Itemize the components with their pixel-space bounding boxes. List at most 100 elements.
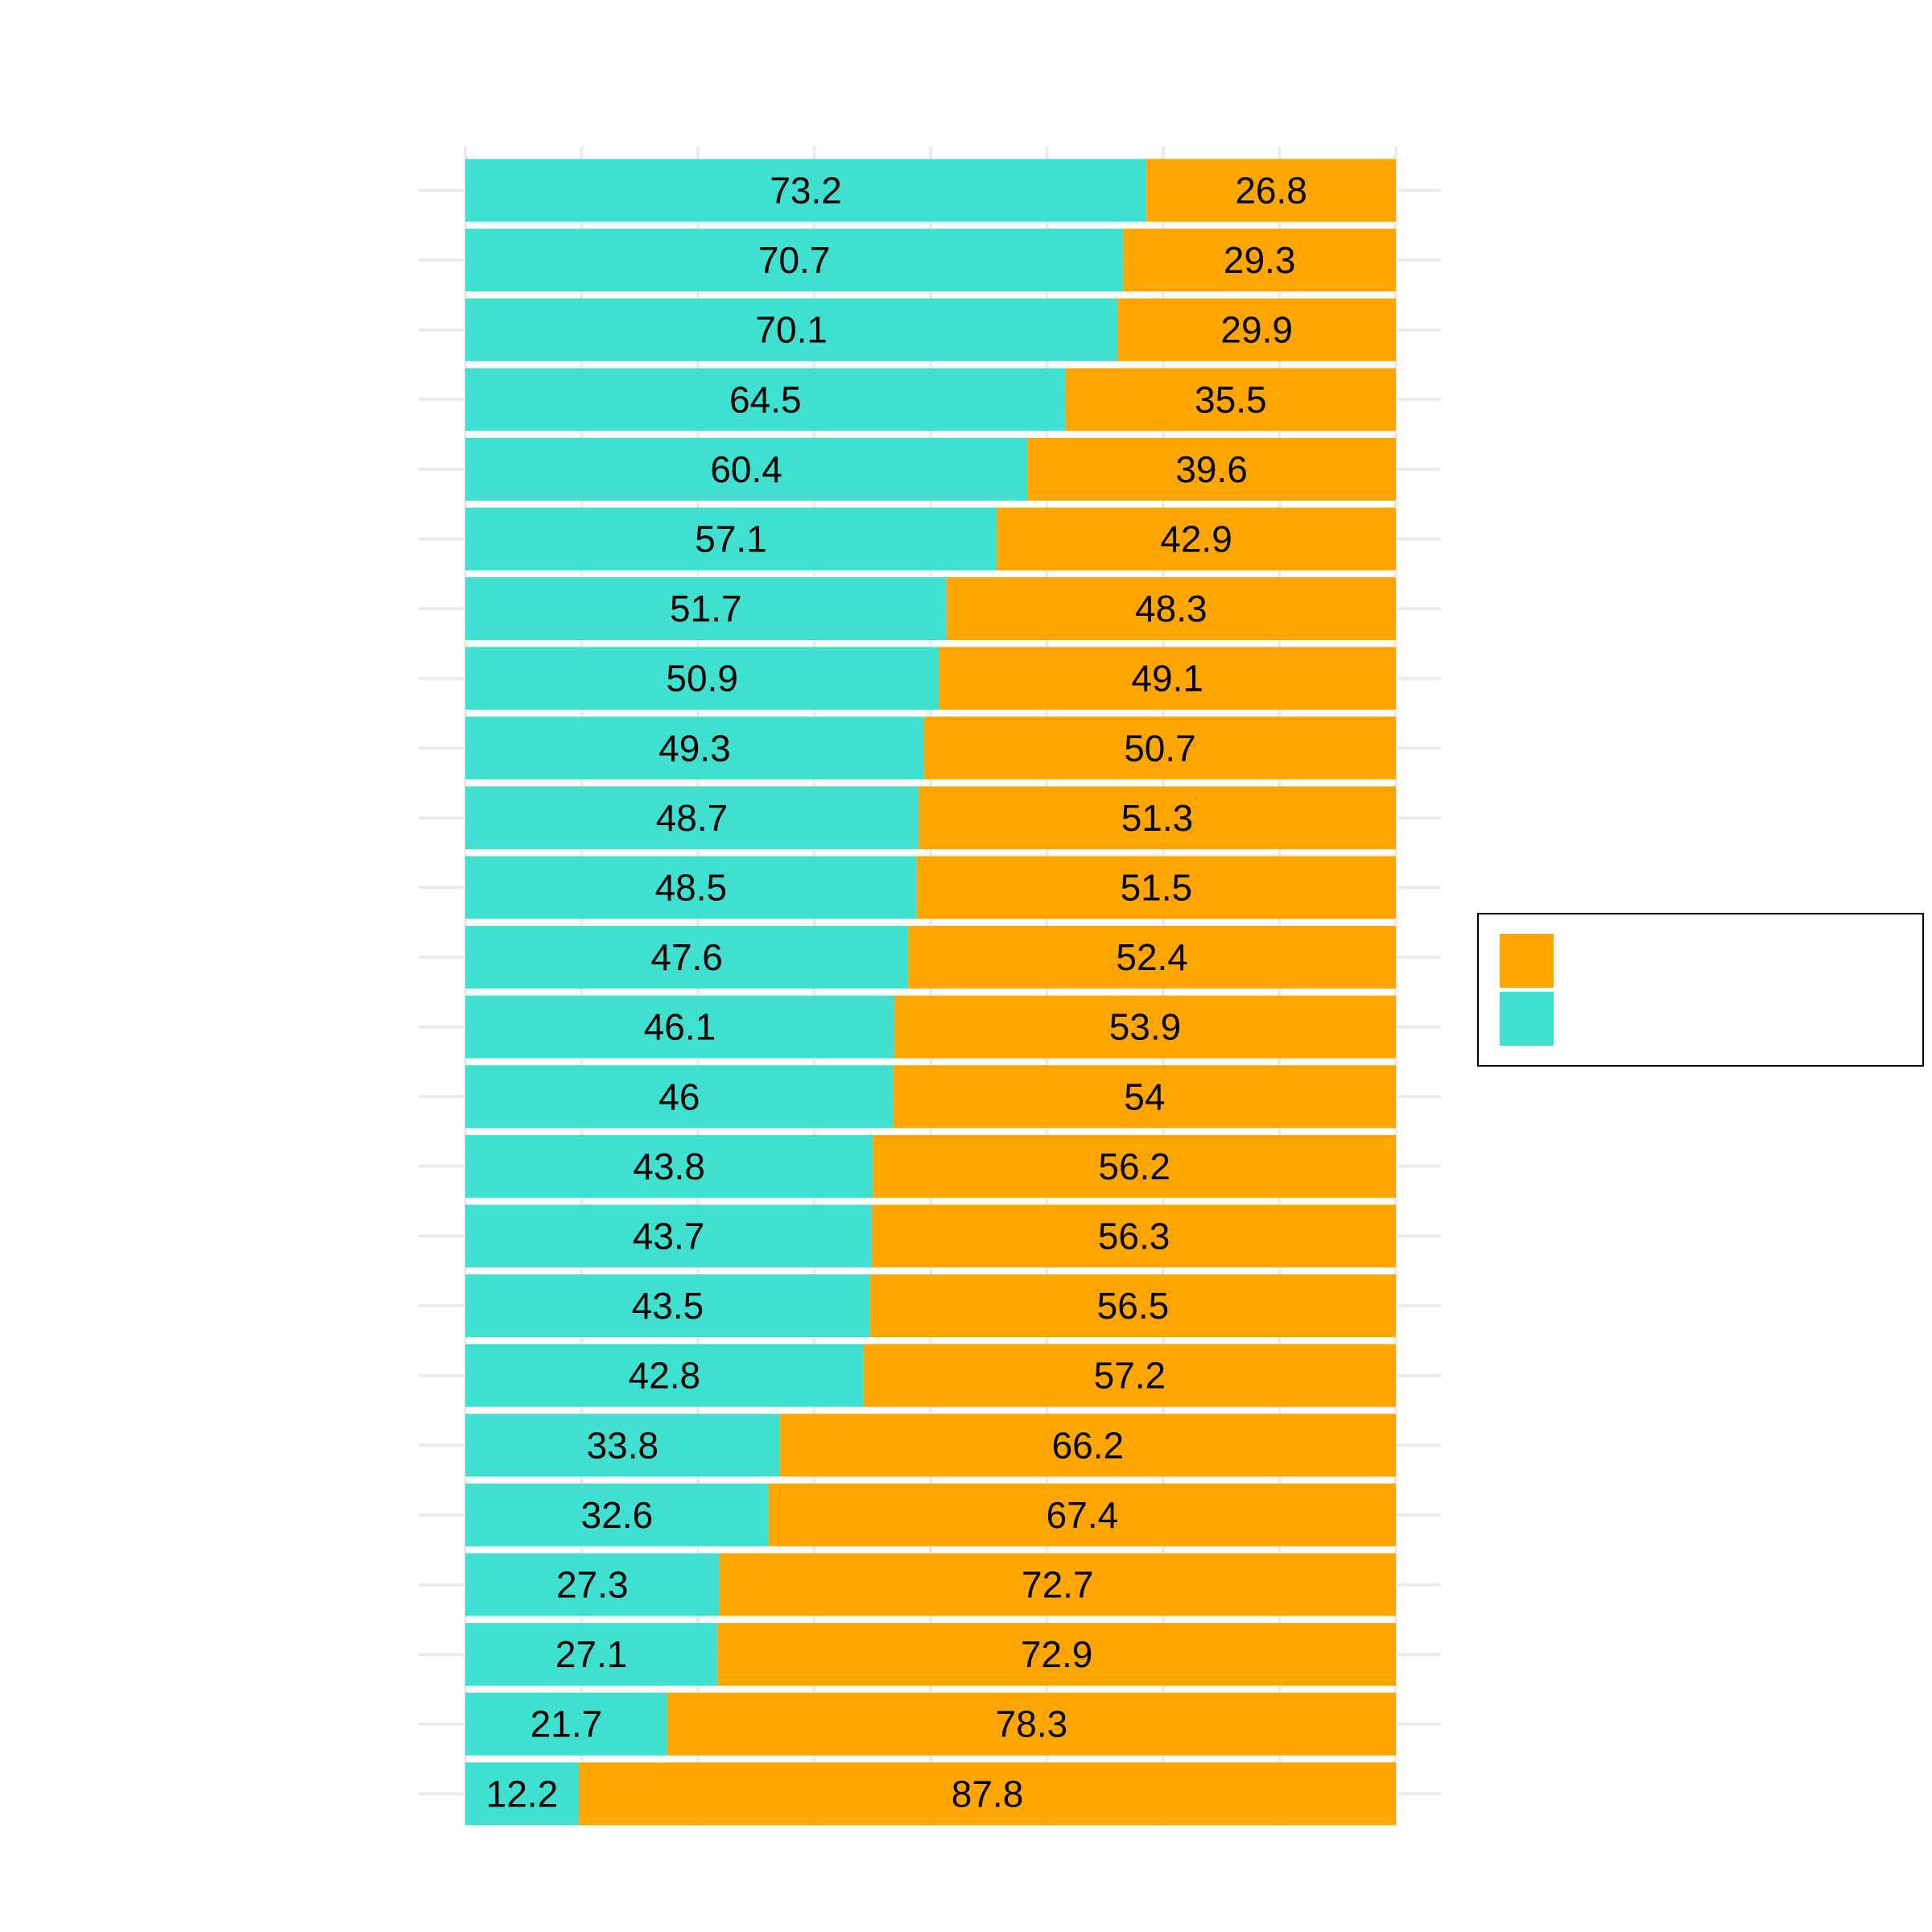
data-label: 57.2 — [1094, 1355, 1166, 1397]
bar-segment-orange — [893, 1065, 1396, 1129]
bar-segment-orange — [923, 716, 1396, 780]
bar-segment-orange — [873, 1134, 1396, 1198]
bar-segment-turquoise — [465, 368, 1066, 431]
legend — [1477, 913, 1924, 1067]
bar-segment-turquoise — [465, 1623, 718, 1686]
bar-segment-orange — [1117, 298, 1396, 361]
data-label: 66.2 — [1052, 1424, 1125, 1466]
data-label: 42.8 — [629, 1355, 701, 1397]
data-label: 12.2 — [486, 1773, 559, 1814]
bar-segment-orange — [997, 507, 1396, 571]
data-label: 50.7 — [1124, 727, 1196, 769]
data-label: 33.8 — [587, 1424, 659, 1466]
bar-segment-orange — [768, 1483, 1396, 1546]
bar-segment-turquoise — [465, 646, 939, 710]
data-label: 50.9 — [666, 658, 738, 700]
bar-segment-orange — [872, 1204, 1396, 1268]
data-label: 51.5 — [1121, 867, 1193, 909]
data-label: 56.2 — [1098, 1146, 1170, 1187]
bar-segment-orange — [908, 926, 1396, 989]
bar-segment-turquoise — [465, 577, 947, 641]
data-label: 46 — [658, 1075, 700, 1117]
bar-segment-orange — [779, 1414, 1396, 1477]
data-label: 26.8 — [1235, 170, 1307, 212]
data-label: 48.7 — [656, 797, 729, 839]
data-label: 43.8 — [633, 1146, 705, 1187]
data-label: 32.6 — [581, 1494, 654, 1536]
bar-segment-turquoise — [465, 1134, 873, 1198]
bar-segment-orange — [1027, 437, 1396, 501]
data-label: 35.5 — [1195, 378, 1267, 420]
bar-segment-turquoise — [465, 437, 1028, 501]
data-label: 72.7 — [1022, 1564, 1094, 1606]
data-labels: 73.2 26.8 70.7 29.3 70.1 29.9 64.5 35.5 60.4 39.6… — [486, 170, 1307, 1815]
data-label: 43.7 — [633, 1216, 705, 1257]
data-label: 67.4 — [1046, 1494, 1119, 1536]
data-label: 64.5 — [729, 378, 802, 420]
data-label: 27.1 — [555, 1633, 628, 1675]
bar-segment-turquoise — [465, 1344, 864, 1407]
data-label: 51.3 — [1121, 797, 1194, 839]
bar-segment-turquoise — [465, 159, 1147, 222]
bar-segment-orange — [894, 995, 1396, 1059]
bars — [465, 159, 1396, 1826]
data-label: 52.4 — [1116, 936, 1188, 978]
data-label: 56.5 — [1097, 1285, 1170, 1327]
bar-segment-orange — [939, 646, 1396, 710]
data-label: 48.5 — [655, 867, 728, 909]
data-label: 27.3 — [556, 1564, 629, 1606]
data-label: 56.3 — [1098, 1216, 1170, 1257]
bar-segment-orange — [1123, 229, 1396, 292]
data-label: 48.3 — [1135, 588, 1208, 630]
data-label: 29.3 — [1224, 239, 1296, 281]
bar-segment-orange — [863, 1344, 1396, 1407]
bar-segment-orange — [717, 1623, 1396, 1686]
bar-segment-orange — [946, 577, 1396, 641]
data-label: 53.9 — [1109, 1006, 1182, 1048]
data-label: 54 — [1124, 1075, 1165, 1117]
bar-segment-turquoise — [465, 1692, 667, 1756]
bar-segment-orange — [719, 1553, 1396, 1616]
bar-segment-orange — [579, 1762, 1396, 1826]
data-label: 70.7 — [758, 239, 831, 281]
data-label: 39.6 — [1175, 448, 1248, 490]
data-label: 21.7 — [530, 1703, 603, 1745]
bar-segment-turquoise — [465, 298, 1118, 361]
bar-segment-turquoise — [465, 856, 917, 919]
legend-swatch-orange — [1500, 934, 1554, 988]
bar-segment-orange — [918, 786, 1396, 849]
data-label: 51.7 — [670, 588, 742, 630]
bar-segment-turquoise — [465, 1414, 780, 1477]
bar-segment-orange — [667, 1692, 1396, 1756]
data-label: 42.9 — [1160, 518, 1232, 560]
data-label: 46.1 — [644, 1006, 716, 1048]
bar-segment-turquoise — [465, 1762, 580, 1826]
bar-segment-orange — [1146, 159, 1396, 222]
data-label: 43.5 — [632, 1285, 704, 1327]
data-label: 49.1 — [1131, 658, 1203, 700]
bar-segment-turquoise — [465, 716, 924, 780]
bar-segment-orange — [916, 856, 1396, 919]
data-label: 47.6 — [650, 936, 723, 978]
bar-segment-orange — [1065, 368, 1396, 431]
bar-segment-turquoise — [465, 507, 997, 571]
bar-segment-turquoise — [465, 1065, 894, 1129]
bar-segment-turquoise — [465, 995, 894, 1059]
bar-segment-turquoise — [465, 926, 909, 989]
bar-segment-turquoise — [465, 1553, 720, 1616]
bar-segment-turquoise — [465, 786, 919, 849]
data-label: 29.9 — [1220, 309, 1293, 351]
bar-segment-turquoise — [465, 229, 1124, 292]
data-label: 72.9 — [1021, 1633, 1093, 1675]
bar-segment-turquoise — [465, 1204, 873, 1268]
bar-segment-orange — [869, 1274, 1396, 1338]
data-label: 87.8 — [952, 1773, 1024, 1814]
bar-segment-turquoise — [465, 1274, 870, 1338]
bar-segment-turquoise — [465, 1483, 769, 1546]
data-label: 78.3 — [996, 1703, 1068, 1745]
legend-swatch-turquoise — [1500, 992, 1554, 1046]
data-label: 73.2 — [770, 170, 842, 212]
data-label: 60.4 — [710, 448, 782, 490]
data-label: 57.1 — [695, 518, 767, 560]
